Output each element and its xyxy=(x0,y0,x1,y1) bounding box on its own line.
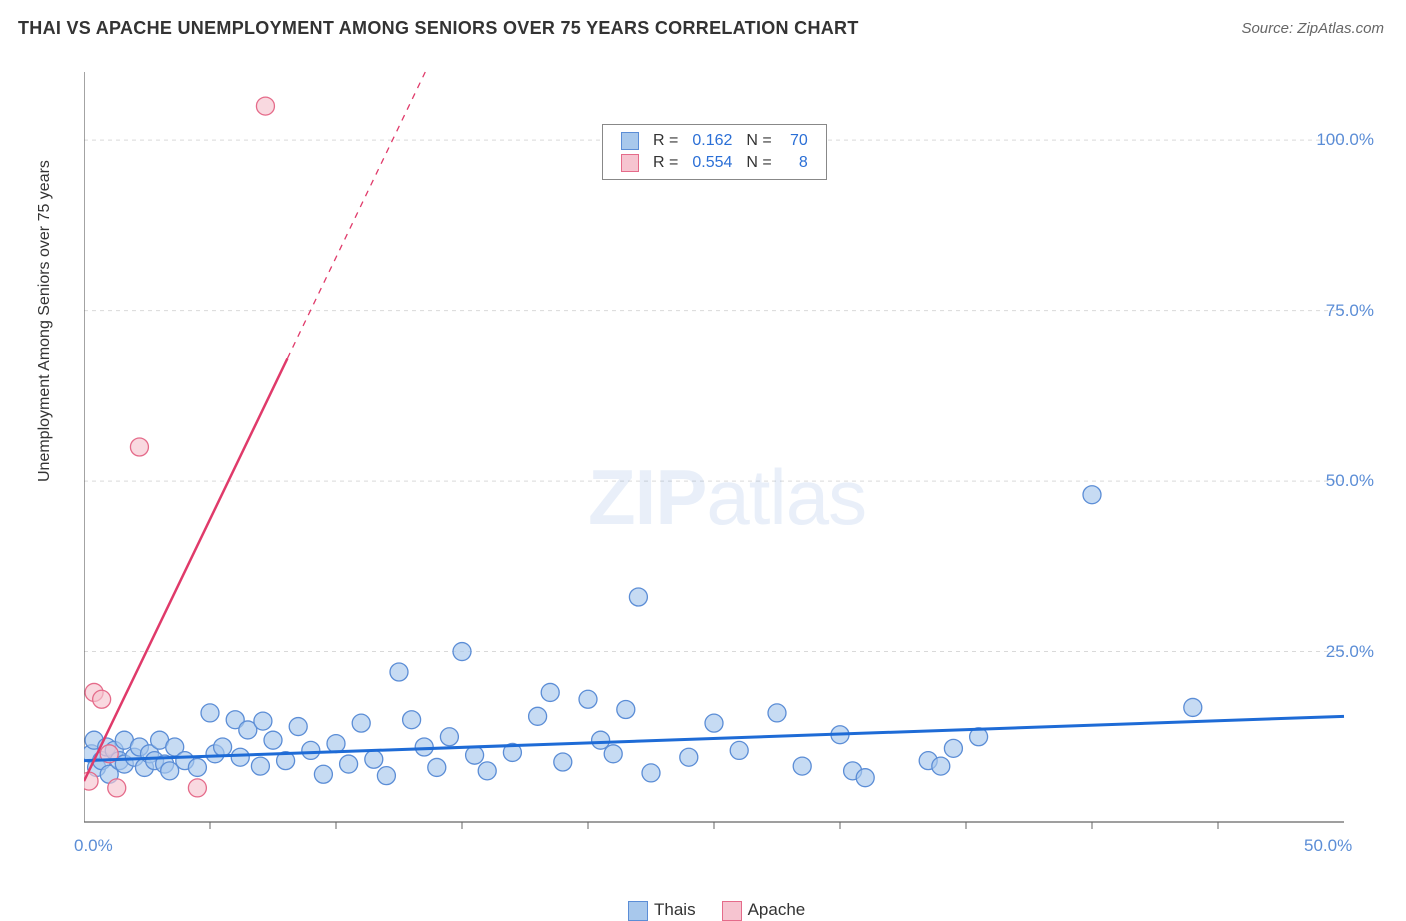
x-tick-label: 0.0% xyxy=(74,836,113,856)
y-tick-label: 75.0% xyxy=(1326,301,1374,321)
x-tick-label: 50.0% xyxy=(1304,836,1352,856)
chart-title: THAI VS APACHE UNEMPLOYMENT AMONG SENIOR… xyxy=(18,18,859,39)
y-axis-label: Unemployment Among Seniors over 75 years xyxy=(36,160,54,482)
y-tick-label: 25.0% xyxy=(1326,642,1374,662)
legend-item: Thais xyxy=(628,900,696,919)
correlation-legend: R =0.162 N =70 R =0.554 N =8 xyxy=(602,124,827,180)
legend-item: Apache xyxy=(722,900,806,919)
y-tick-label: 50.0% xyxy=(1326,471,1374,491)
y-tick-label: 100.0% xyxy=(1316,130,1374,150)
series-legend: Thais Apache xyxy=(628,900,831,921)
chart-area: Unemployment Among Seniors over 75 years… xyxy=(48,62,1384,862)
chart-source: Source: ZipAtlas.com xyxy=(1241,20,1384,37)
